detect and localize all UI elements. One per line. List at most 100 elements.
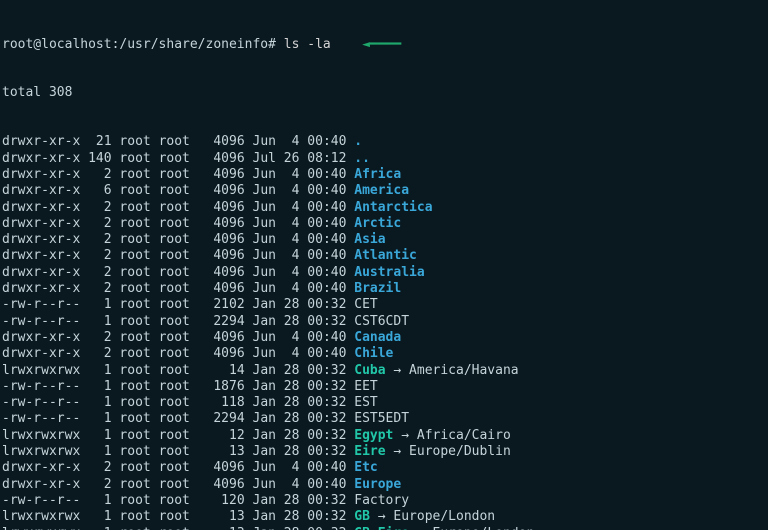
perms: drwxr-xr-x [2,200,80,215]
prompt-cwd: /usr/share/zoneinfo [119,37,268,52]
owner: root [119,411,150,426]
list-item: -rw-r--r-- 1 root root 118 Jan 28 00:32 … [2,395,766,411]
group: root [159,363,190,378]
owner: root [119,395,150,410]
date: Jan 28 00:32 [253,526,347,530]
date: Jan 28 00:32 [253,379,347,394]
date: Jul 26 08:12 [253,151,347,166]
owner: root [119,460,150,475]
dir-name: .. [354,151,370,166]
size: 13 [198,526,245,530]
date: Jan 28 00:32 [253,493,347,508]
owner: root [119,265,150,280]
link-count: 2 [80,167,111,182]
command-text: ls -la [284,37,331,52]
group: root [159,248,190,263]
link-count: 140 [80,151,111,166]
list-item: lrwxrwxrwx 1 root root 13 Jan 28 00:32 E… [2,444,766,460]
size: 4096 [198,183,245,198]
link-count: 1 [80,526,111,530]
date: Jan 28 00:32 [253,428,347,443]
perms: -rw-r--r-- [2,411,80,426]
owner: root [119,216,150,231]
file-name: EST [354,395,377,410]
size: 2294 [198,411,245,426]
date: Jan 28 00:32 [253,411,347,426]
dir-name: Canada [354,330,401,345]
perms: -rw-r--r-- [2,379,80,394]
size: 4096 [198,265,245,280]
perms: -rw-r--r-- [2,395,80,410]
group: root [159,134,190,149]
list-item: lrwxrwxrwx 1 root root 13 Jan 28 00:32 G… [2,526,766,530]
date: Jun 4 00:40 [253,200,347,215]
perms: drwxr-xr-x [2,460,80,475]
dir-name: Etc [354,460,377,475]
prompt-user-host: root@localhost [2,37,112,52]
list-item: drwxr-xr-x 6 root root 4096 Jun 4 00:40 … [2,183,766,199]
annotation-arrow-icon: ◄━━━━ [362,37,401,52]
date: Jun 4 00:40 [253,134,347,149]
dir-name: Arctic [354,216,401,231]
size: 12 [198,428,245,443]
link-count: 1 [80,411,111,426]
perms: -rw-r--r-- [2,297,80,312]
owner: root [119,363,150,378]
list-item: -rw-r--r-- 1 root root 1876 Jan 28 00:32… [2,379,766,395]
owner: root [119,134,150,149]
symlink-target: → Europe/London [370,509,495,524]
group: root [159,395,190,410]
dir-name: America [354,183,409,198]
link-count: 1 [80,509,111,524]
terminal-window[interactable]: root@localhost:/usr/share/zoneinfo# ls -… [0,0,768,530]
perms: drwxr-xr-x [2,248,80,263]
size: 4096 [198,216,245,231]
list-item: drwxr-xr-x 2 root root 4096 Jun 4 00:40 … [2,216,766,232]
size: 13 [198,444,245,459]
date: Jan 28 00:32 [253,297,347,312]
group: root [159,477,190,492]
perms: lrwxrwxrwx [2,509,80,524]
date: Jun 4 00:40 [253,248,347,263]
link-count: 2 [80,232,111,247]
dir-name: Africa [354,167,401,182]
owner: root [119,379,150,394]
list-item: drwxr-xr-x 2 root root 4096 Jun 4 00:40 … [2,248,766,264]
link-count: 2 [80,460,111,475]
date: Jan 28 00:32 [253,363,347,378]
dir-name: Chile [354,346,393,361]
symlink-name: Egypt [354,428,393,443]
group: root [159,167,190,182]
owner: root [119,151,150,166]
size: 2102 [198,297,245,312]
size: 4096 [198,460,245,475]
owner: root [119,493,150,508]
link-count: 1 [80,379,111,394]
date: Jun 4 00:40 [253,330,347,345]
owner: root [119,183,150,198]
date: Jun 4 00:40 [253,216,347,231]
list-item: drwxr-xr-x 2 root root 4096 Jun 4 00:40 … [2,460,766,476]
date: Jun 4 00:40 [253,346,347,361]
link-count: 6 [80,183,111,198]
symlink-target: → Africa/Cairo [393,428,510,443]
perms: drwxr-xr-x [2,183,80,198]
group: root [159,428,190,443]
group: root [159,314,190,329]
group: root [159,493,190,508]
link-count: 21 [80,134,111,149]
size: 4096 [198,200,245,215]
perms: drwxr-xr-x [2,167,80,182]
perms: lrwxrwxrwx [2,428,80,443]
perms: lrwxrwxrwx [2,444,80,459]
list-item: lrwxrwxrwx 1 root root 12 Jan 28 00:32 E… [2,428,766,444]
group: root [159,411,190,426]
perms: drwxr-xr-x [2,216,80,231]
prompt-line: root@localhost:/usr/share/zoneinfo# ls -… [2,37,766,53]
group: root [159,297,190,312]
list-item: drwxr-xr-x 2 root root 4096 Jun 4 00:40 … [2,232,766,248]
date: Jun 4 00:40 [253,183,347,198]
list-item: lrwxrwxrwx 1 root root 13 Jan 28 00:32 G… [2,509,766,525]
symlink-name: Cuba [354,363,385,378]
size: 14 [198,363,245,378]
